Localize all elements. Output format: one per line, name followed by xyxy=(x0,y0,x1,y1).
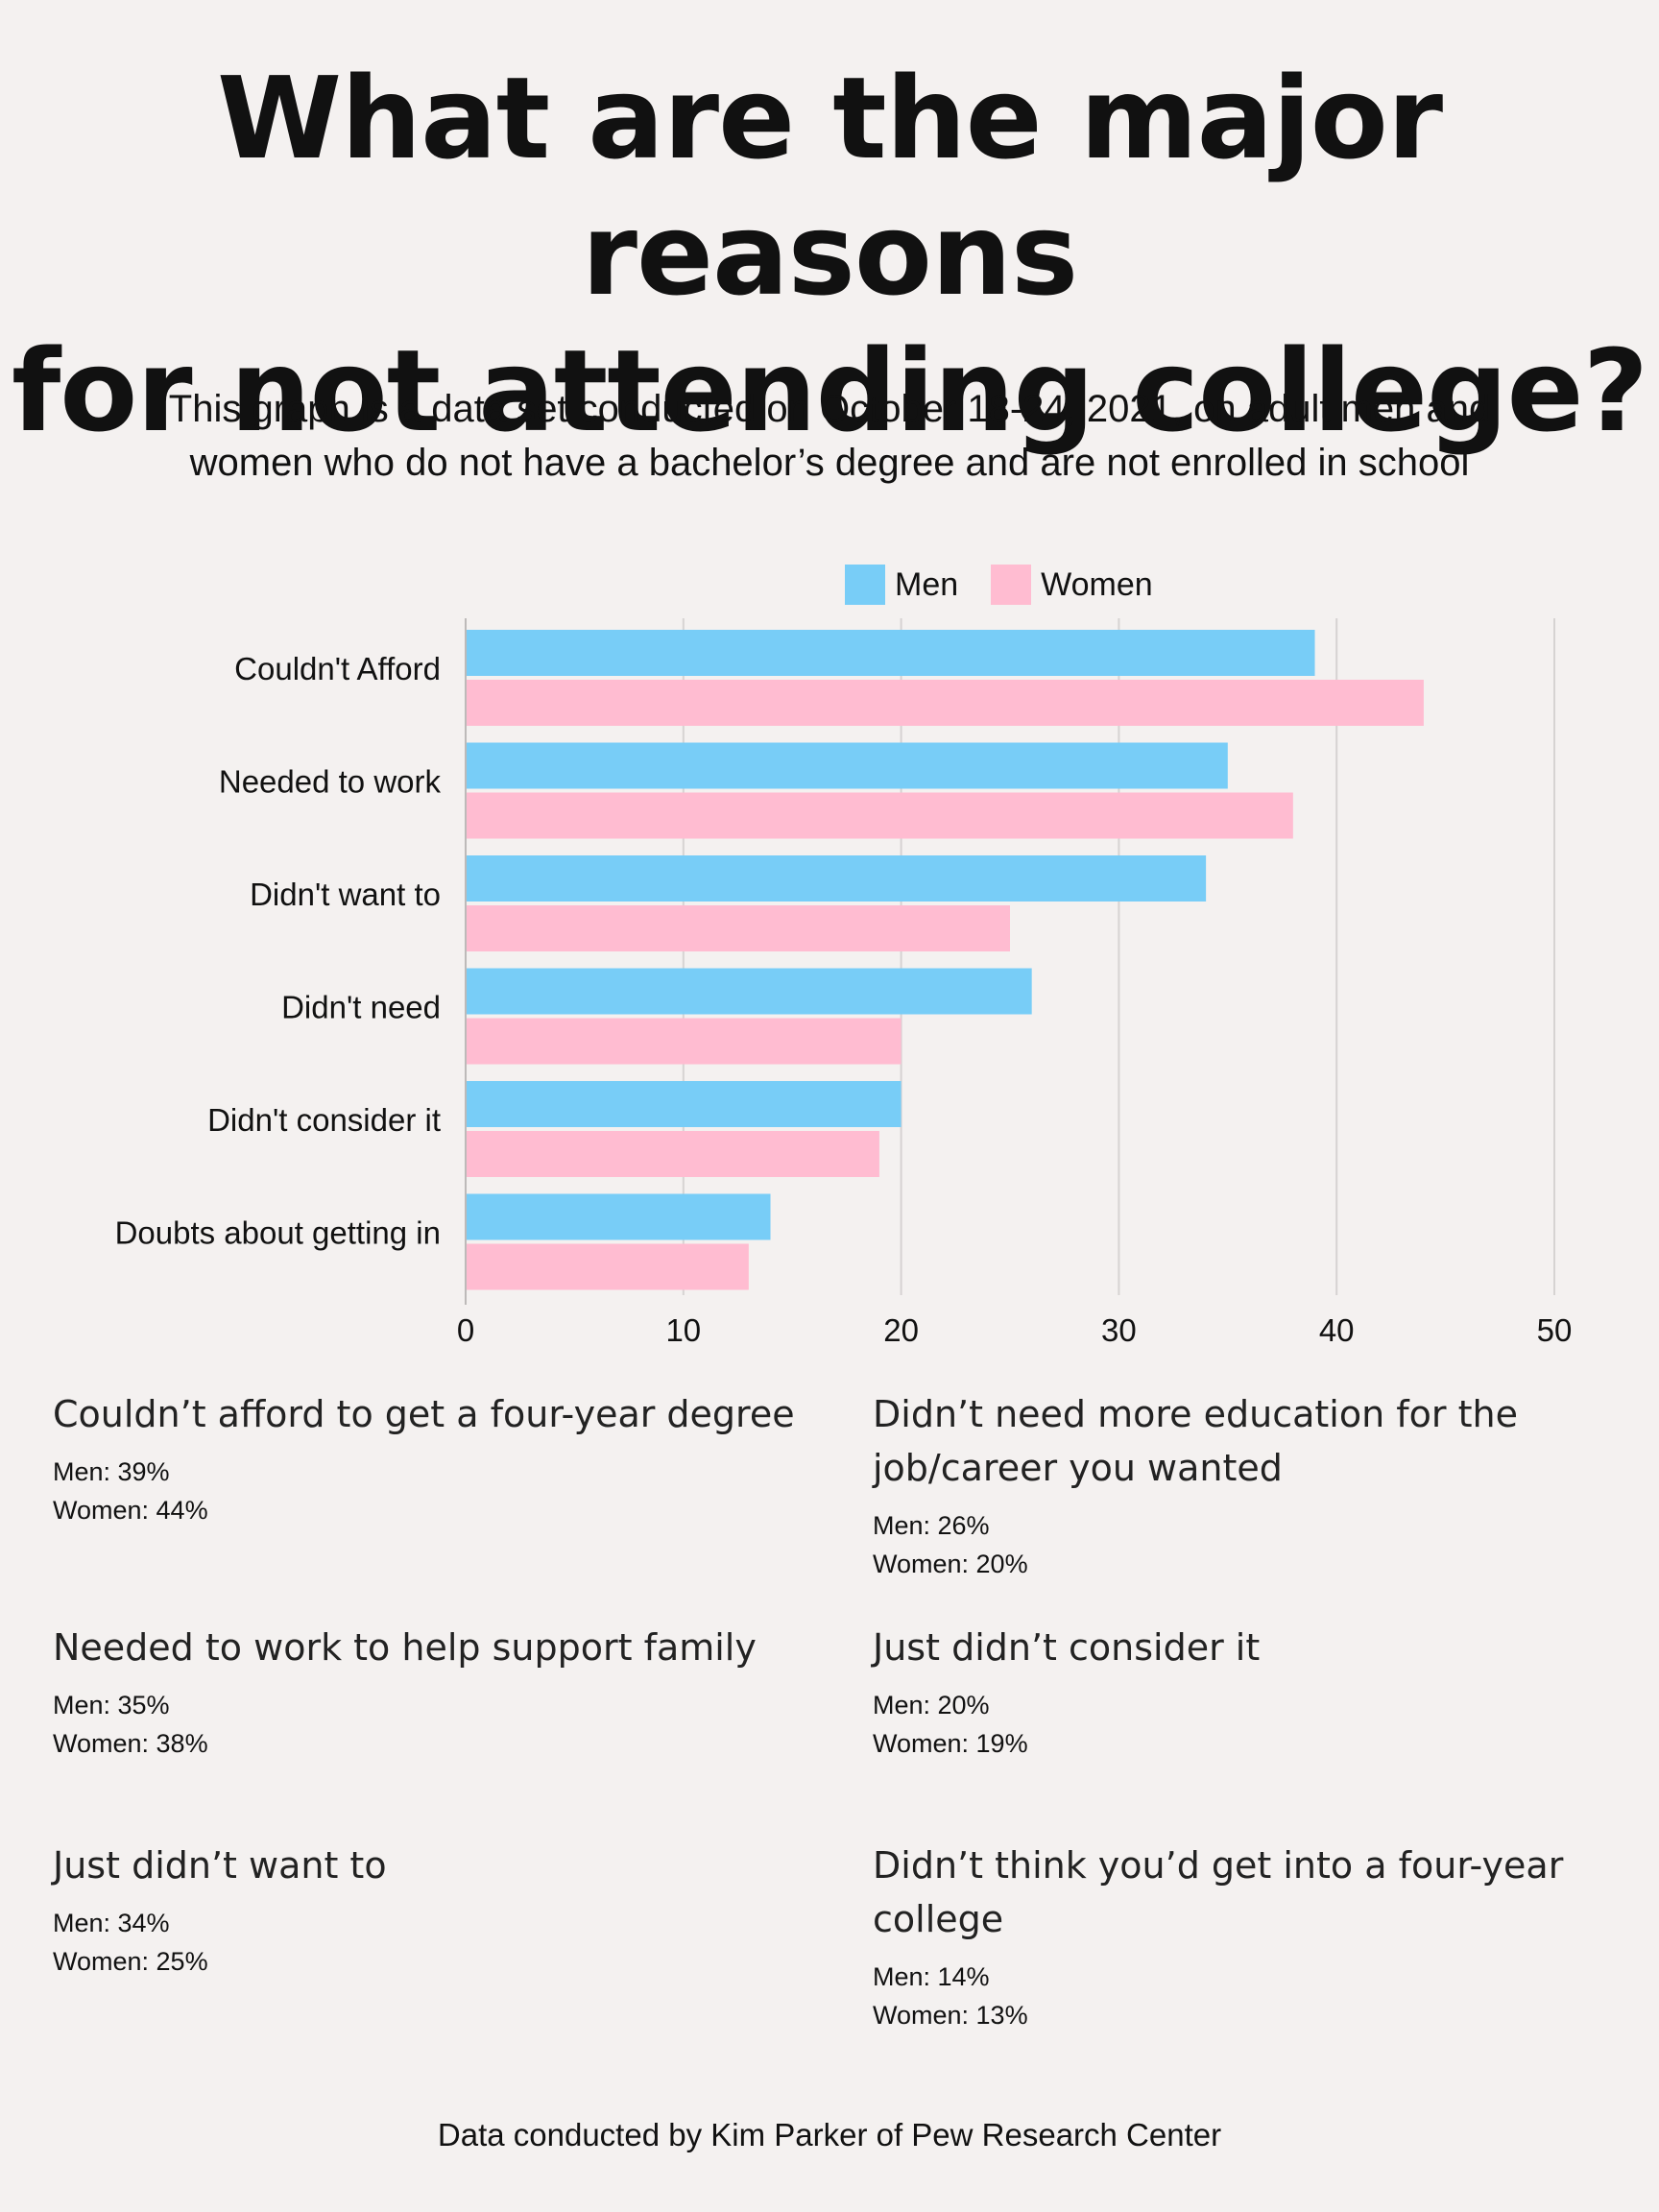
detail-heading-line: Needed to work to help support family xyxy=(53,1626,757,1669)
category-label: Needed to work xyxy=(219,764,442,800)
bar-women xyxy=(466,680,1424,726)
bar-chart: 0 10 20 30 40 50 Couldn't Afford Needed to work… xyxy=(115,618,1573,1348)
x-tick-label: 50 xyxy=(1537,1312,1573,1348)
legend-item-women: Women xyxy=(991,565,1153,605)
detail-stat-women: Women: 19% xyxy=(873,1729,1028,1758)
detail-stat-women: Women: 20% xyxy=(873,1550,1028,1578)
subtitle: This graph is a data set conducted on Oc… xyxy=(77,382,1582,490)
bar-women xyxy=(466,905,1010,951)
detail-block: Just didn’t want to Men: 34% Women: 25% xyxy=(53,1839,821,1981)
detail-block: Just didn’t consider it Men: 20% Women: 19… xyxy=(873,1621,1641,1763)
detail-heading: Didn’t think you’d get into a four-year … xyxy=(873,1839,1641,1946)
legend-swatch-women xyxy=(991,565,1032,605)
detail-heading-line: Just didn’t want to xyxy=(53,1844,387,1887)
detail-heading: Just didn’t want to xyxy=(53,1839,821,1892)
bar-men xyxy=(466,1081,902,1127)
category-label: Doubts about getting in xyxy=(115,1215,441,1251)
x-tick-label: 10 xyxy=(665,1312,701,1348)
category-label: Didn't want to xyxy=(250,877,441,912)
detail-stat-women: Women: 25% xyxy=(53,1947,208,1976)
detail-heading-line: Didn’t think you’d get into a four-year … xyxy=(873,1844,1564,1940)
detail-heading: Needed to work to help support family xyxy=(53,1621,821,1674)
detail-heading: Didn’t need more education for the job/ca… xyxy=(873,1387,1641,1495)
detail-stat-men: Men: 34% xyxy=(53,1909,170,1937)
x-tick-label: 20 xyxy=(883,1312,919,1348)
detail-block: Couldn’t afford to get a four-year degre… xyxy=(53,1387,821,1529)
detail-heading-line: Didn’t need more education for the xyxy=(873,1393,1518,1435)
bar-women xyxy=(466,1131,879,1177)
bar-women xyxy=(466,1018,902,1065)
detail-block: Needed to work to help support family Men… xyxy=(53,1621,821,1763)
legend-item-men: Men xyxy=(845,565,958,605)
detail-stat-men: Men: 20% xyxy=(873,1691,990,1719)
chart-legend: Men Women xyxy=(845,565,1186,605)
detail-stat-women: Women: 13% xyxy=(873,2001,1028,2030)
bar-women xyxy=(466,792,1293,839)
title-line-2: for not attending college? xyxy=(11,325,1648,457)
bar-men xyxy=(466,1193,771,1240)
category-label: Didn't need xyxy=(281,990,441,1025)
bar-men xyxy=(466,742,1228,789)
detail-stat-men: Men: 39% xyxy=(53,1457,170,1486)
bar-men xyxy=(466,630,1315,676)
legend-swatch-men xyxy=(845,565,885,605)
detail-heading-line: Just didn’t consider it xyxy=(873,1626,1261,1669)
subtitle-line-1: This graph is a data set conducted on Oc… xyxy=(168,388,1491,430)
detail-heading-line: job/career you wanted xyxy=(873,1447,1283,1489)
detail-stat-men: Men: 14% xyxy=(873,1962,990,1991)
detail-heading-line: Couldn’t afford to get a four-year degre… xyxy=(53,1393,795,1435)
title-line-1: What are the major reasons xyxy=(216,52,1443,321)
category-label: Couldn't Afford xyxy=(234,651,441,686)
detail-heading: Couldn’t afford to get a four-year degre… xyxy=(53,1387,821,1441)
x-tick-label: 40 xyxy=(1319,1312,1355,1348)
category-label: Didn't consider it xyxy=(207,1102,441,1138)
detail-stat-women: Women: 44% xyxy=(53,1496,208,1525)
source-note: Data conducted by Kim Parker of Pew Rese… xyxy=(437,2117,1222,2152)
detail-block: Didn’t need more education for the job/ca… xyxy=(873,1387,1641,1583)
legend-label-women: Women xyxy=(1041,565,1153,603)
legend-label-men: Men xyxy=(895,565,959,603)
bar-women xyxy=(466,1243,749,1290)
x-tick-label: 0 xyxy=(457,1312,474,1348)
subtitle-line-2: women who do not have a bachelor’s degre… xyxy=(189,442,1470,484)
bar-men xyxy=(466,968,1032,1015)
detail-heading: Just didn’t consider it xyxy=(873,1621,1641,1674)
x-tick-label: 30 xyxy=(1101,1312,1137,1348)
detail-stat-men: Men: 26% xyxy=(873,1511,990,1540)
page-title: What are the major reasons for not atten… xyxy=(0,50,1659,459)
detail-stat-women: Women: 38% xyxy=(53,1729,208,1758)
detail-block: Didn’t think you’d get into a four-year … xyxy=(873,1839,1641,2034)
bar-men xyxy=(466,855,1207,902)
detail-stat-men: Men: 35% xyxy=(53,1691,170,1719)
